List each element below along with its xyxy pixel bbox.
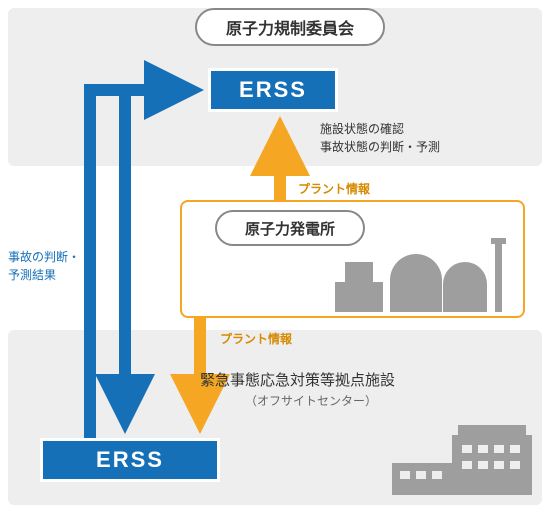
plant-label-text: 原子力発電所 [245,218,335,239]
header-label: 原子力規制委員会 [195,8,385,46]
annotation-judgment-l1: 事故の判断・ [8,248,80,266]
diagram-stage: 原子力規制委員会 ERSS 施設状態の確認 事故状態の判断・予測 プラント情報 … [0,0,550,513]
plant-label: 原子力発電所 [215,210,365,246]
annotation-facility-status-l1: 施設状態の確認 [320,120,440,138]
annotation-plant-info-top: プラント情報 [298,180,370,198]
erss-top: ERSS [208,68,338,112]
erss-bottom-text: ERSS [96,447,164,473]
annotation-facility-status-l2: 事故状態の判断・予測 [320,138,440,156]
offsite-title: 緊急事態応急対策等拠点施設 [200,370,395,393]
annotation-plant-info-bottom: プラント情報 [220,330,292,348]
offsite-subtitle: （オフサイトセンター） [245,392,377,410]
offsite-silhouette-icon [392,415,532,495]
header-label-text: 原子力規制委員会 [226,15,354,39]
erss-bottom: ERSS [40,438,220,482]
annotation-judgment-l2: 予測結果 [8,266,80,284]
annotation-facility-status: 施設状態の確認 事故状態の判断・予測 [320,120,440,156]
annotation-judgment: 事故の判断・ 予測結果 [8,248,80,284]
plant-silhouette-icon [335,232,515,312]
erss-top-text: ERSS [239,77,307,103]
